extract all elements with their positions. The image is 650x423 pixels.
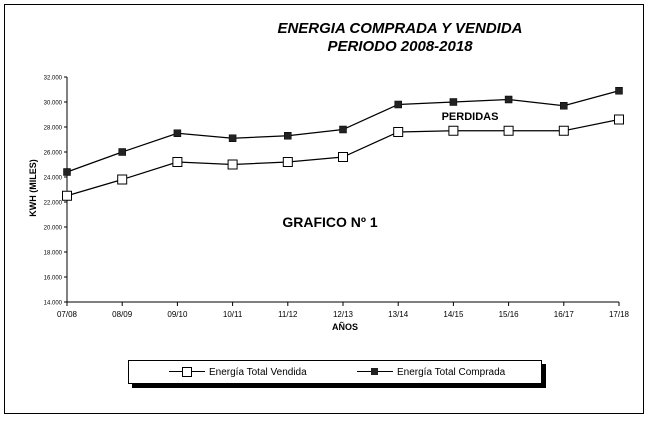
chart-frame — [4, 4, 644, 414]
x-axis-label: AÑOS — [332, 322, 358, 332]
legend-entry-comprada: Energía Total Comprada — [357, 361, 505, 383]
y-axis-label: KWH (MILES) — [28, 159, 38, 217]
data-point-vendida — [558, 125, 569, 136]
y-tick-label: 24.000 — [44, 176, 63, 182]
annotation-grafico: GRAFICO Nº 1 — [282, 214, 378, 230]
legend-label-vendida: Energía Total Vendida — [209, 366, 307, 378]
y-tick-label: 26.000 — [44, 151, 63, 157]
y-tick-label: 20.000 — [44, 226, 63, 232]
x-tick-label: 16/17 — [554, 310, 575, 319]
legend-swatch-comprada — [357, 367, 393, 377]
x-tick-label: 13/14 — [388, 310, 409, 319]
y-tick-label: 32.000 — [44, 76, 63, 82]
data-point-comprada — [560, 102, 568, 110]
data-point-comprada — [339, 125, 347, 134]
legend-swatch-vendida — [169, 367, 205, 377]
data-point-comprada — [63, 168, 71, 176]
x-tick-label: 12/13 — [333, 310, 354, 319]
data-point-comprada — [173, 129, 182, 137]
y-tick-label: 28.000 — [44, 126, 63, 132]
x-tick-label: 11/12 — [278, 310, 298, 319]
data-point-comprada — [394, 100, 402, 109]
legend-entry-vendida: Energía Total Vendida — [169, 361, 307, 383]
data-point-comprada — [504, 95, 513, 104]
x-tick-label: 07/08 — [57, 310, 78, 319]
x-tick-label: 10/11 — [223, 310, 243, 319]
data-point-comprada — [615, 87, 623, 95]
data-point-vendida — [117, 174, 128, 185]
data-point-vendida — [614, 114, 624, 125]
x-tick-label: 09/10 — [167, 310, 188, 319]
series-comprada — [63, 87, 623, 176]
data-point-comprada — [228, 134, 237, 142]
x-tick-label: 15/16 — [499, 310, 520, 319]
x-tick-label: 17/18 — [609, 310, 630, 319]
y-tick-label: 18.000 — [44, 251, 63, 257]
x-axis-ticks: 07/08 08/09 09/10 10/11 11/12 12/13 13/14 14/15… — [57, 302, 630, 319]
data-point-vendida — [448, 125, 459, 136]
data-point-comprada — [449, 98, 458, 106]
data-point-vendida — [503, 125, 514, 136]
y-tick-label: 30.000 — [44, 101, 63, 107]
legend: Energía Total Vendida Energía Total Comp… — [128, 360, 542, 384]
data-point-comprada — [284, 132, 292, 140]
data-point-vendida — [172, 157, 183, 167]
data-point-vendida — [393, 127, 404, 137]
legend-label-comprada: Energía Total Comprada — [397, 366, 506, 378]
data-point-comprada — [118, 148, 126, 156]
x-tick-label: 14/15 — [443, 310, 464, 319]
chart-title-line-2: PERIODO 2008-2018 — [327, 38, 473, 55]
annotation-perdidas: PERDIDAS — [442, 111, 499, 123]
data-point-vendida — [338, 152, 348, 162]
series-layer — [62, 87, 624, 201]
y-axis-ticks: 14.000 16.000 18.000 20.000 22.000 24.000 26.0… — [44, 76, 67, 307]
chart-title-line-1: ENERGIA COMPRADA Y VENDIDA — [277, 20, 523, 37]
data-point-vendida — [282, 157, 293, 167]
y-tick-label: 16.000 — [44, 276, 63, 282]
series-vendida — [62, 114, 624, 201]
y-tick-label: 14.000 — [44, 301, 63, 307]
y-tick-label: 22.000 — [44, 201, 63, 207]
data-point-vendida — [62, 190, 72, 201]
x-tick-label: 08/09 — [112, 310, 133, 319]
data-point-vendida — [227, 159, 238, 170]
chart-title: ENERGIA COMPRADA Y VENDIDA PERIODO 2008-… — [200, 20, 600, 56]
axes — [66, 77, 619, 303]
